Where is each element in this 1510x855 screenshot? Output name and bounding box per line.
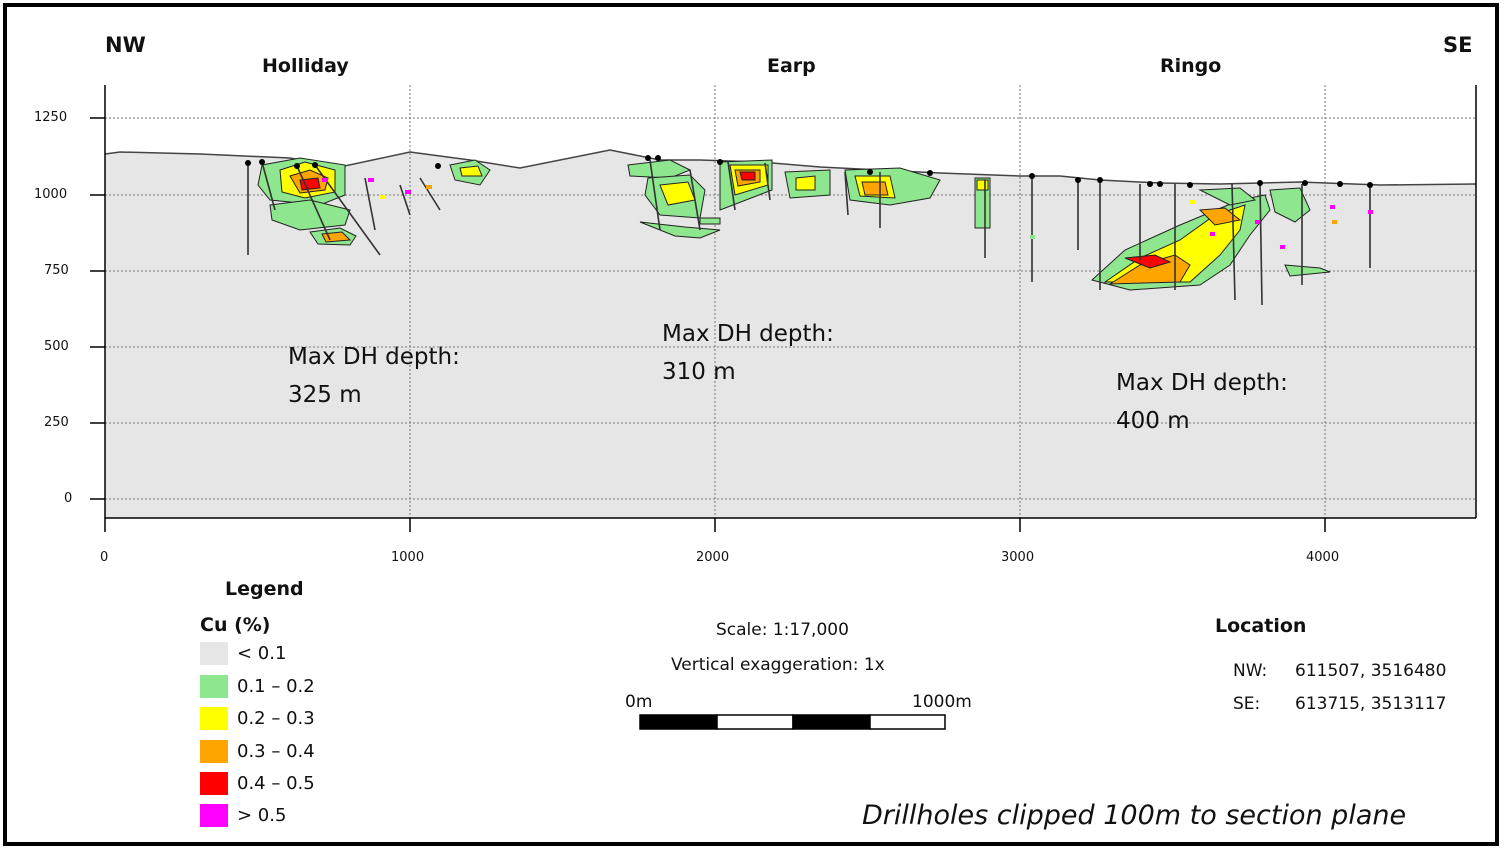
x-tick-label: 4000 bbox=[1306, 550, 1340, 565]
legend-swatch bbox=[200, 740, 228, 763]
y-axis bbox=[90, 85, 106, 518]
legend-item-label: 0.3 – 0.4 bbox=[237, 741, 315, 762]
location-se-value: 613715, 3513117 bbox=[1295, 694, 1447, 714]
y-tick-label: 1250 bbox=[34, 110, 68, 125]
max-depth-note-ringo: Max DH depth: 400 m bbox=[1116, 364, 1288, 440]
y-tick-label: 0 bbox=[64, 491, 73, 506]
legend-swatch bbox=[200, 707, 228, 730]
max-depth-note-earp: Max DH depth: 310 m bbox=[662, 315, 834, 391]
holliday-drillholes bbox=[247, 161, 441, 256]
x-tick-label: 2000 bbox=[696, 550, 730, 565]
prospect-label-ringo: Ringo bbox=[1160, 55, 1222, 77]
max-depth-label: Max DH depth: bbox=[662, 321, 834, 347]
drillhole-clipping-note: Drillholes clipped 100m to section plane bbox=[862, 800, 1407, 831]
ringo-drillholes bbox=[1031, 176, 1371, 306]
legend-title: Legend bbox=[225, 578, 304, 600]
vertical-gridlines bbox=[409, 85, 1326, 518]
x-axis bbox=[104, 85, 1477, 532]
x-tick-label: 0 bbox=[100, 550, 109, 565]
earp-collars bbox=[645, 155, 933, 176]
location-nw-label: NW: bbox=[1233, 661, 1268, 681]
max-depth-value: 400 m bbox=[1116, 408, 1190, 434]
legend-item-label: < 0.1 bbox=[237, 643, 287, 664]
vertical-exaggeration-text: Vertical exaggeration: 1x bbox=[671, 655, 885, 675]
legend-swatch bbox=[200, 642, 228, 665]
se-direction-label: SE bbox=[1443, 33, 1473, 57]
earp-drillholes bbox=[649, 159, 986, 258]
y-tick-label: 500 bbox=[44, 339, 69, 354]
max-depth-value: 325 m bbox=[288, 382, 362, 408]
scale-bar-start-label: 0m bbox=[625, 692, 653, 712]
prospect-label-holliday: Holliday bbox=[262, 55, 349, 77]
location-nw-value: 611507, 3516480 bbox=[1295, 661, 1447, 681]
legend-swatch bbox=[200, 675, 228, 698]
legend-swatch bbox=[200, 804, 228, 827]
location-se-label: SE: bbox=[1233, 694, 1261, 714]
scale-bar bbox=[639, 714, 946, 730]
y-tick-label: 750 bbox=[44, 263, 69, 278]
holliday-collars bbox=[245, 159, 441, 169]
legend-item-label: 0.1 – 0.2 bbox=[237, 676, 315, 697]
legend-subtitle: Cu (%) bbox=[200, 614, 271, 636]
scale-bar-end-label: 1000m bbox=[912, 692, 972, 712]
holliday-assay-ticks bbox=[322, 178, 432, 199]
prospect-label-earp: Earp bbox=[767, 55, 816, 77]
y-tick-label: 250 bbox=[44, 415, 69, 430]
ringo-assay-ticks bbox=[1030, 200, 1373, 249]
max-depth-note-holliday: Max DH depth: 325 m bbox=[288, 338, 460, 414]
legend-item-label: 0.2 – 0.3 bbox=[237, 708, 315, 729]
x-tick-label: 3000 bbox=[1001, 550, 1035, 565]
section-fill bbox=[105, 150, 1476, 518]
holliday-grade-shells bbox=[257, 157, 491, 246]
nw-direction-label: NW bbox=[105, 33, 146, 57]
scale-text: Scale: 1:17,000 bbox=[716, 620, 849, 640]
x-tick-label: 1000 bbox=[391, 550, 425, 565]
max-depth-value: 310 m bbox=[662, 359, 736, 385]
legend-swatch bbox=[200, 772, 228, 795]
y-tick-label: 1000 bbox=[34, 187, 68, 202]
location-title: Location bbox=[1215, 615, 1307, 637]
legend-item-label: > 0.5 bbox=[237, 805, 287, 826]
max-depth-label: Max DH depth: bbox=[1116, 370, 1288, 396]
max-depth-label: Max DH depth: bbox=[288, 344, 460, 370]
ringo-collars bbox=[1029, 173, 1373, 188]
legend-item-label: 0.4 – 0.5 bbox=[237, 773, 315, 794]
